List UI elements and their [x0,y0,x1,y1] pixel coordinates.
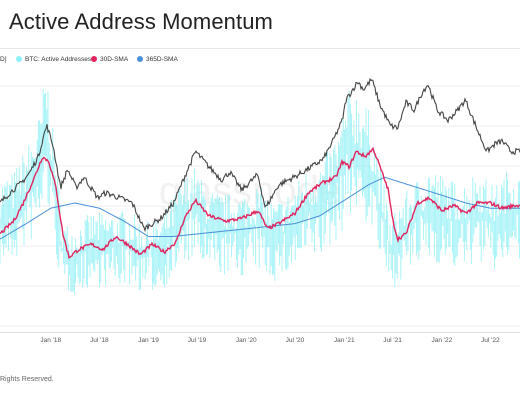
legend-label-30d-sma: 30D-SMA [100,56,129,63]
legend-dot-30d-sma [91,56,97,62]
footer-copyright: Rights Reserved. [0,376,54,383]
series-30d-sma-line [0,146,520,259]
chart-title: Active Address Momentum [9,9,273,34]
legend-dot-365d-sma [137,56,143,62]
x-tick-label: Jan '18 [40,337,61,344]
x-tick-label: Jul '20 [286,337,305,344]
legend-item-365d-sma[interactable]: 365D-SMA [137,56,178,63]
x-tick-label: Jul '21 [383,337,402,344]
series-price-line [0,77,520,233]
legend-item-clipped[interactable]: D] [0,56,7,63]
x-tick-label: Jul '19 [188,337,207,344]
x-tick-label: Jan '21 [334,337,355,344]
chart-plot-area[interactable]: glassnode Jan '18 Jul '18 Jan '19 Jul '19 Ja… [0,70,520,350]
legend-dot-active-addresses [16,56,22,62]
x-tick-label: Jan '22 [432,337,453,344]
x-axis-ticks: Jan '18 Jul '18 Jan '19 Jul '19 Jan '20 Jul '… [40,337,500,344]
legend-label-active-addresses: BTC: Active Addresses [25,56,92,63]
x-tick-label: Jan '20 [236,337,257,344]
x-tick-label: Jul '22 [481,337,500,344]
legend-label-clipped: D] [0,56,7,63]
x-tick-label: Jan '19 [138,337,159,344]
series-365d-sma-line [0,176,520,240]
x-tick-label: Jul '18 [90,337,109,344]
legend-label-365d-sma: 365D-SMA [146,56,178,63]
header-divider [0,48,520,49]
legend-item-active-addresses[interactable]: BTC: Active Addresses [16,56,91,63]
legend-item-30d-sma[interactable]: 30D-SMA [91,56,128,63]
